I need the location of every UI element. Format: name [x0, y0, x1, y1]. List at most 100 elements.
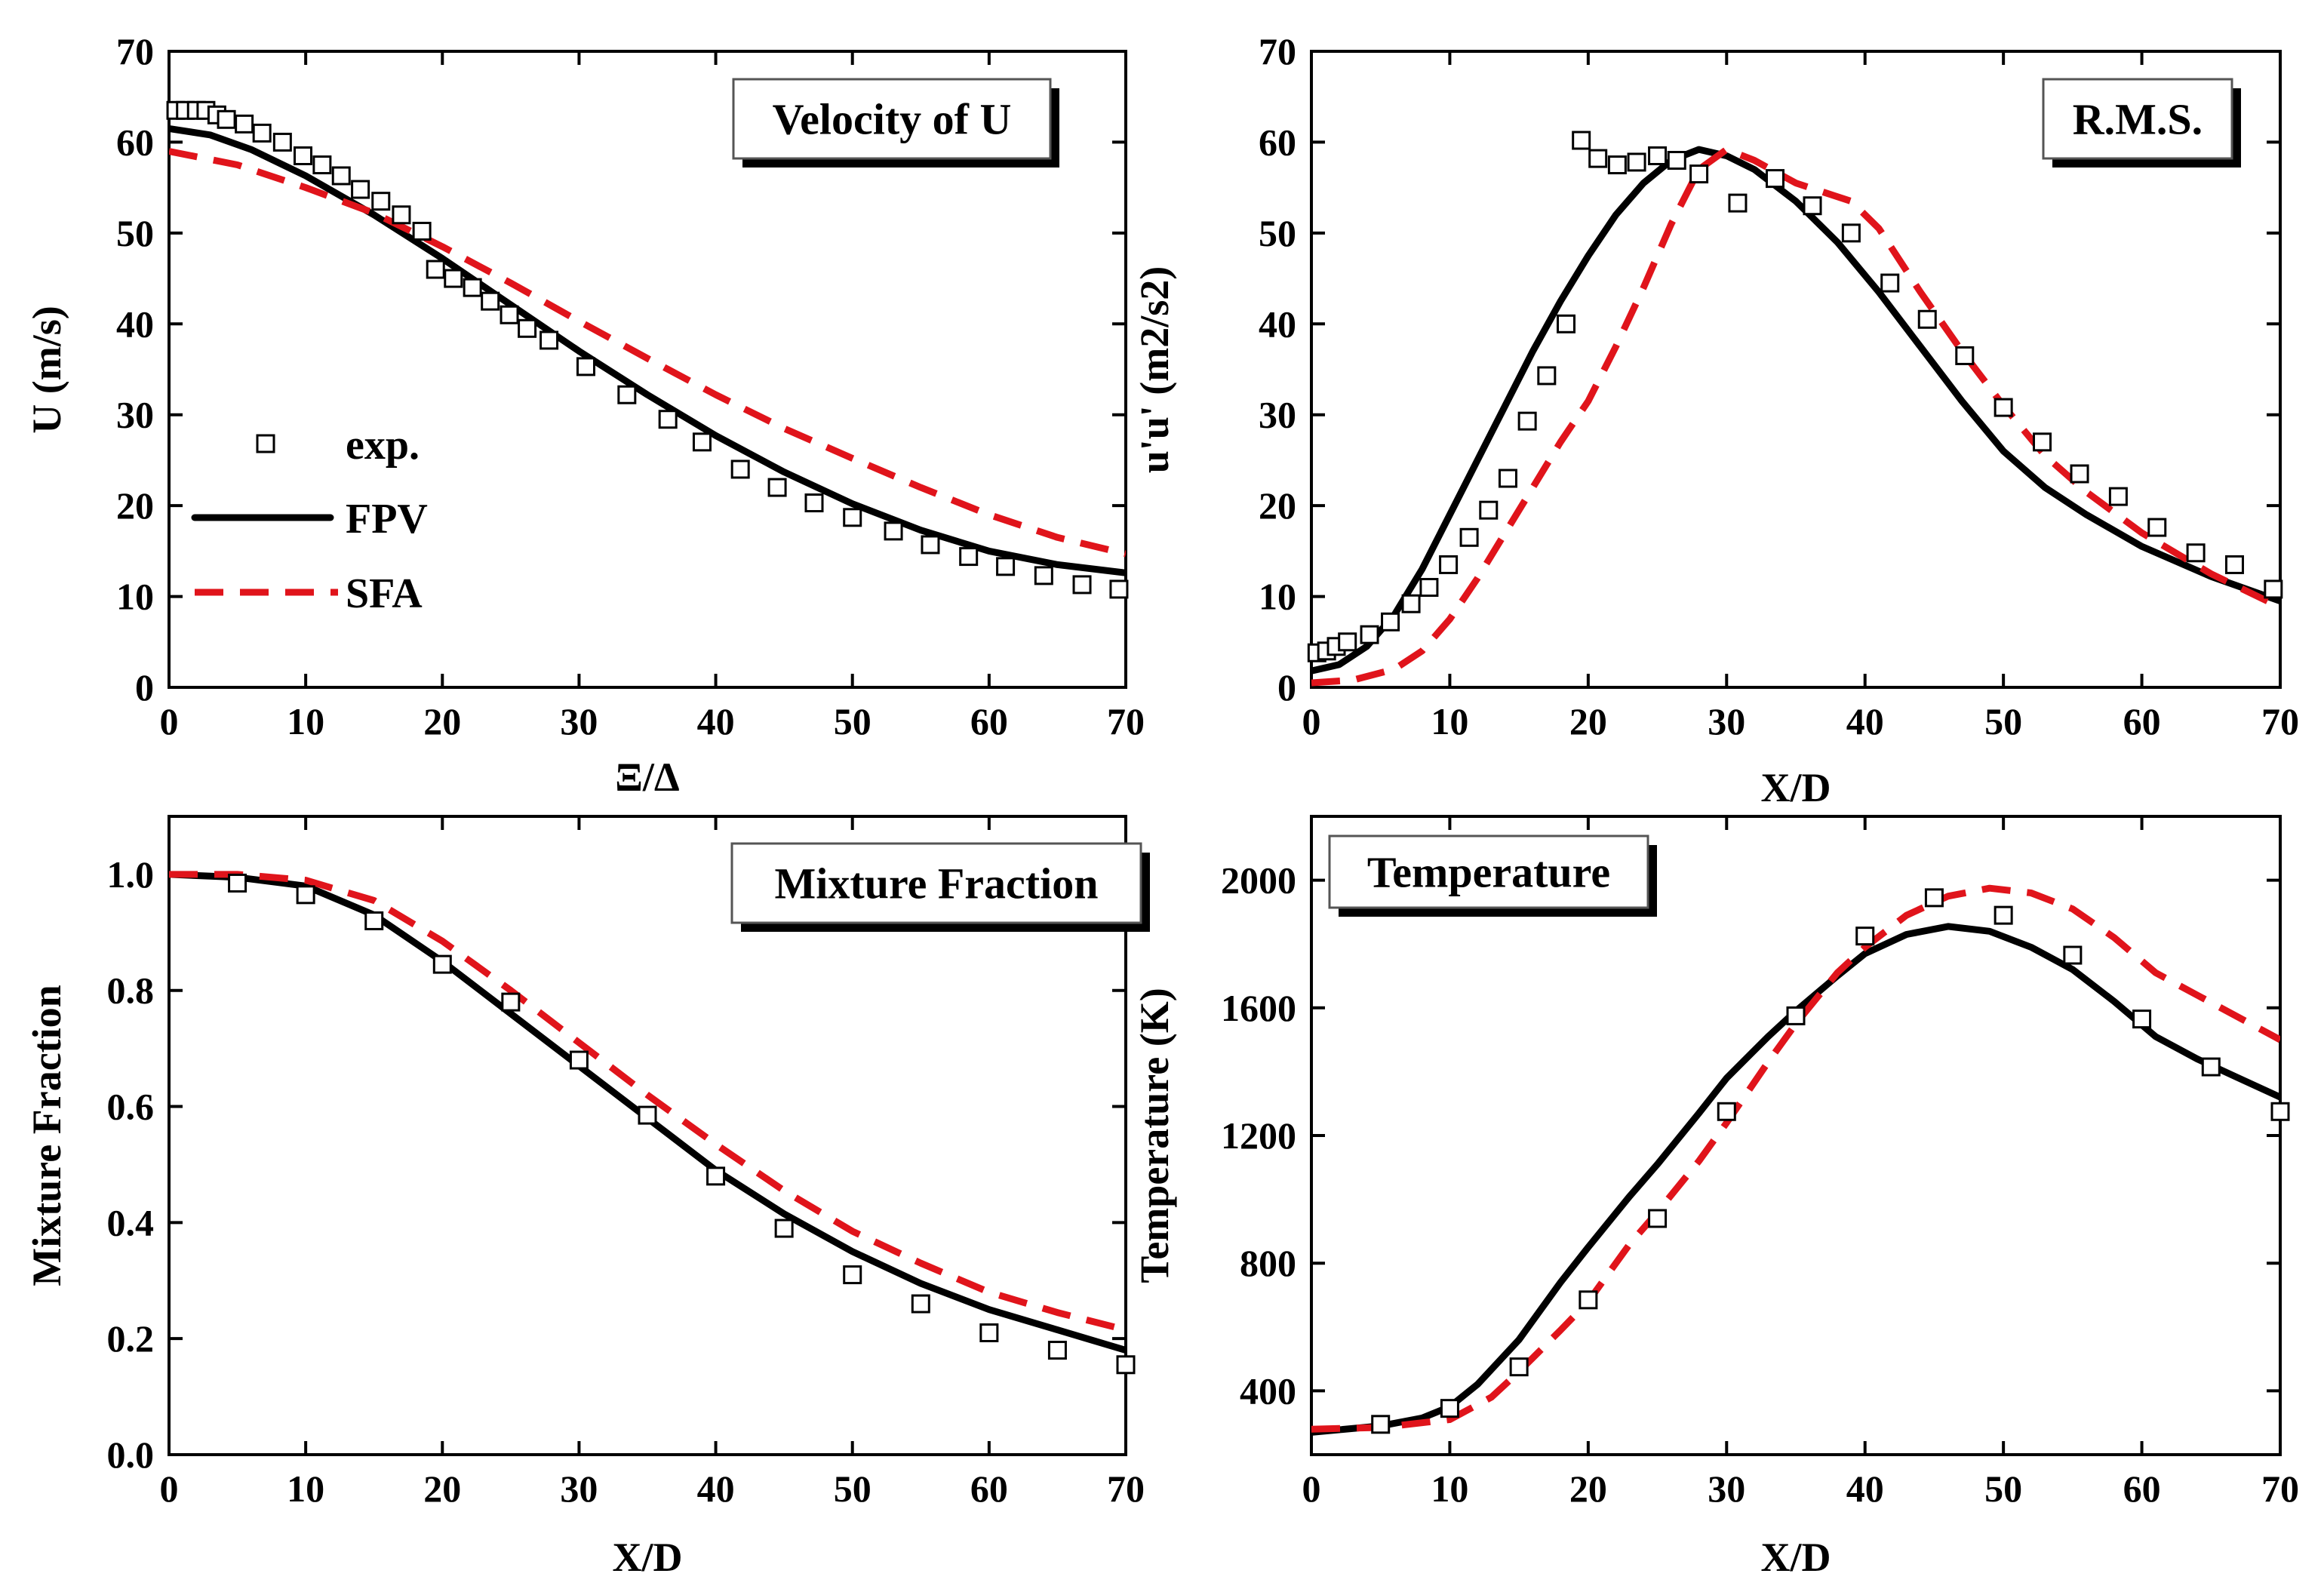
series-line-fpv [169, 124, 1126, 576]
legend-label-fpv: FPV [346, 496, 428, 542]
x-tick-label: 10 [1431, 1467, 1468, 1510]
data-point [252, 123, 272, 143]
data-point [2108, 487, 2128, 506]
y-tick-label: 70 [116, 30, 154, 72]
y-tick-label: 0.6 [107, 1086, 155, 1128]
x-tick-label: 50 [1984, 1467, 2022, 1510]
data-point [1924, 888, 1944, 908]
data-point [1116, 1355, 1136, 1375]
data-point [1994, 398, 2013, 417]
y-tick-label: 10 [1259, 576, 1296, 618]
data-point [228, 873, 247, 893]
data-point [444, 269, 463, 288]
x-tick-label: 20 [423, 700, 461, 742]
plot-frame [1310, 50, 2282, 689]
data-point [1955, 346, 1975, 365]
series-line-fpv [1311, 146, 2280, 675]
x-tick-label: 60 [970, 1467, 1008, 1510]
data-point [235, 114, 254, 134]
data-point [371, 192, 391, 211]
data-point [351, 180, 370, 199]
data-point [617, 385, 637, 404]
data-point [1579, 1290, 1598, 1310]
y-tick-label: 60 [1259, 121, 1296, 163]
title-box [1328, 834, 1649, 909]
x-axis-label: X/D [1761, 1535, 1831, 1580]
data-point [1338, 632, 1357, 652]
data-point [1459, 527, 1479, 547]
x-tick-label: 0 [1302, 1467, 1321, 1510]
data-point [2201, 1057, 2221, 1077]
y-axis-label: Mixture Fraction [24, 985, 69, 1286]
data-point [2147, 518, 2167, 537]
panel-title: R.M.S. [2073, 95, 2203, 144]
data-point [1667, 151, 1686, 171]
data-point [996, 557, 1016, 576]
data-point [1439, 555, 1459, 574]
data-point [1360, 625, 1379, 644]
y-tick-label: 1200 [1221, 1114, 1296, 1157]
data-point [921, 535, 940, 555]
x-tick-label: 10 [287, 1467, 324, 1510]
data-point [1765, 169, 1784, 189]
x-tick-label: 50 [834, 1467, 872, 1510]
y-tick-label: 800 [1240, 1242, 1296, 1284]
data-point [576, 357, 595, 376]
y-tick-label: 40 [116, 303, 154, 345]
data-point [1517, 411, 1537, 431]
title-box [730, 842, 1142, 924]
data-point [638, 1105, 657, 1125]
series-line-sfa [1311, 146, 2280, 687]
data-point [1648, 146, 1668, 165]
data-point [804, 493, 824, 513]
x-axis-label: Ξ/Δ [615, 754, 679, 800]
data-point [1717, 1102, 1736, 1121]
x-tick-label: 10 [1431, 700, 1468, 742]
data-point [463, 278, 482, 297]
data-point [843, 1265, 862, 1285]
x-tick-label: 40 [697, 1467, 735, 1510]
data-point [481, 291, 500, 311]
data-point [1419, 578, 1439, 598]
series-line-sfa [1311, 884, 2280, 1433]
data-point [959, 547, 979, 567]
y-tick-label: 10 [116, 576, 154, 618]
y-tick-label: 30 [116, 394, 154, 436]
data-point [2063, 945, 2083, 965]
y-tick-label: 60 [116, 121, 154, 163]
y-axis-label: U (m/s) [24, 306, 69, 433]
data-point [911, 1294, 930, 1314]
data-point [1034, 566, 1053, 585]
x-tick-label: 0 [1302, 700, 1321, 742]
data-point [2224, 555, 2244, 574]
data-point [1537, 366, 1557, 386]
legend-label-exp: exp. [346, 422, 420, 469]
y-axis-label: u'u' (m2/s2) [1132, 266, 1177, 474]
data-point [1880, 273, 1900, 293]
data-point [1381, 612, 1400, 632]
x-axis-label: X/D [613, 1535, 683, 1580]
x-tick-label: 70 [2261, 700, 2299, 742]
panel-title: Temperature [1367, 848, 1610, 897]
legend: exp. FPV SFA [191, 422, 428, 617]
data-point [1440, 1399, 1459, 1418]
x-tick-label: 0 [160, 1467, 179, 1510]
x-tick-label: 40 [697, 700, 735, 742]
data-point [432, 954, 452, 974]
data-point [658, 410, 678, 429]
plot-area [169, 124, 1126, 576]
y-tick-label: 50 [116, 212, 154, 254]
plot-frame [168, 50, 1127, 689]
data-point [1588, 149, 1608, 168]
x-tick-label: 20 [423, 1467, 461, 1510]
data-point [1627, 152, 1646, 172]
data-point [426, 260, 445, 279]
x-tick-label: 50 [834, 700, 872, 742]
data-point [296, 885, 315, 905]
x-tick-label: 40 [1846, 1467, 1884, 1510]
y-tick-label: 20 [1259, 484, 1296, 527]
y-tick-label: 30 [1259, 394, 1296, 436]
title-box [732, 78, 1052, 160]
data-point [272, 132, 292, 152]
data-point [294, 146, 313, 165]
